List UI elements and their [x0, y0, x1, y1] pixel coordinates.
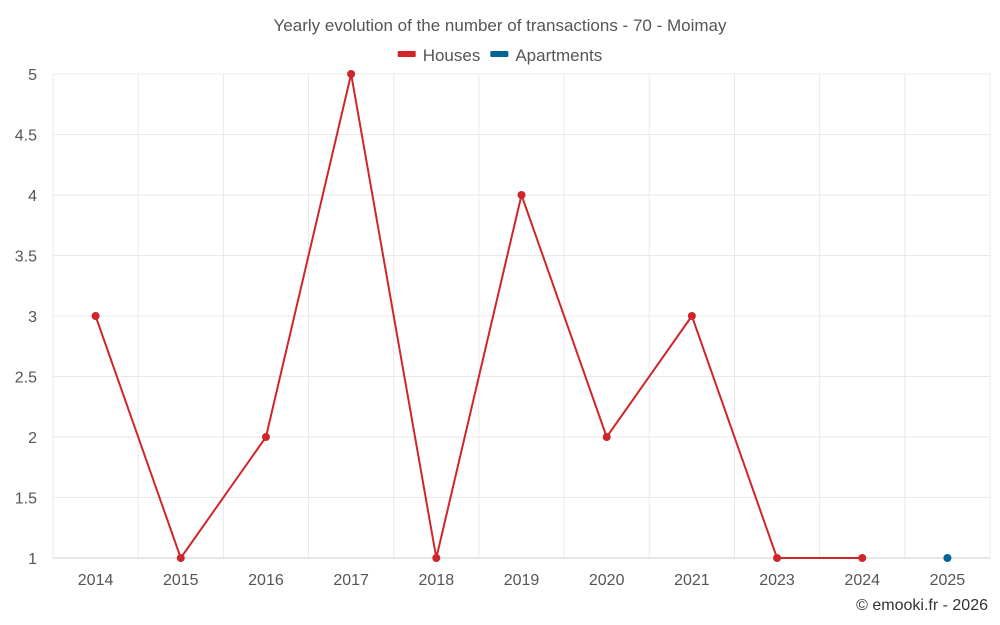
data-point-houses[interactable] [773, 554, 782, 562]
data-point-houses[interactable] [176, 554, 185, 562]
axes: 1 1.5 2 2.5 3 3.5 4 4.5 5 2014 2015 2016 2017 2018 201… [15, 67, 990, 589]
x-tick-label: 2025 [930, 572, 966, 589]
y-tick-label: 4.5 [15, 128, 37, 145]
data-point-houses[interactable] [432, 554, 441, 562]
y-tick-label: 5 [28, 67, 37, 84]
data-point-houses[interactable] [687, 312, 696, 320]
data-point-houses[interactable] [261, 433, 270, 441]
x-tick-label: 2016 [248, 572, 284, 589]
data-point-houses[interactable] [347, 70, 356, 78]
x-tick-label: 2023 [759, 572, 795, 589]
legend-swatch [490, 51, 509, 57]
credit-text: © emooki.fr - 2026 [856, 597, 988, 614]
chart-title: Yearly evolution of the number of transa… [274, 16, 727, 35]
y-tick-label: 1.5 [15, 491, 37, 508]
legend-label: Houses [423, 46, 481, 65]
data-point-apartments[interactable] [943, 554, 952, 562]
x-tick-label: 2014 [78, 572, 114, 589]
legend-label: Apartments [515, 46, 602, 65]
legend-item-apartments[interactable]: Apartments [490, 46, 602, 65]
data-point-houses[interactable] [91, 312, 100, 320]
y-tick-label: 4 [28, 188, 37, 205]
y-tick-label: 2 [28, 430, 37, 447]
legend: Houses Apartments [397, 46, 602, 65]
series [91, 70, 952, 562]
x-tick-label: 2015 [163, 572, 199, 589]
x-tick-label: 2017 [333, 572, 369, 589]
x-tick-label: 2020 [589, 572, 625, 589]
grid [52, 73, 991, 558]
y-tick-label: 1 [28, 551, 37, 568]
data-point-houses[interactable] [858, 554, 867, 562]
x-tick-label: 2019 [504, 572, 540, 589]
y-tick-label: 3 [28, 309, 37, 326]
series-line-houses [94, 73, 863, 559]
data-point-houses[interactable] [602, 433, 611, 441]
legend-item-houses[interactable]: Houses [397, 46, 481, 65]
y-tick-label: 2.5 [15, 370, 37, 387]
legend-swatch [397, 51, 416, 57]
x-tick-label: 2024 [844, 572, 880, 589]
x-tick-label: 2021 [674, 572, 710, 589]
x-tick-label: 2018 [419, 572, 455, 589]
y-tick-label: 3.5 [15, 249, 37, 266]
data-point-houses[interactable] [517, 191, 526, 199]
